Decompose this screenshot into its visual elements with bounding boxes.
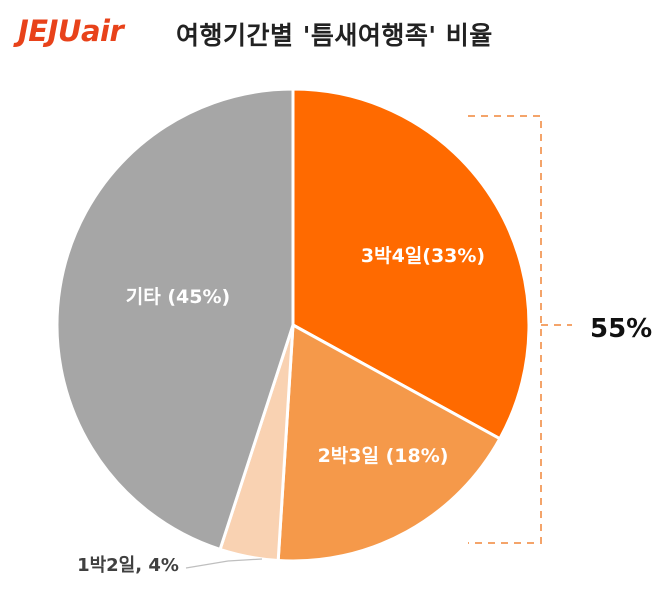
leader-line-1n2d <box>185 558 263 569</box>
logo-air: air <box>80 14 124 48</box>
header: JEJUair 여행기간별 '틈새여행족' 비율 <box>0 0 660 70</box>
pie-slice-2n3d <box>276 323 502 563</box>
slice-label-1n2d: 1박2일, 4% <box>77 555 179 576</box>
slice-label-other: 기타 (45%) <box>126 286 230 308</box>
slice-label-3n4d: 3박4일(33%) <box>361 245 485 267</box>
slice-label-2n3d: 2박3일 (18%) <box>318 445 449 467</box>
annotation-55-percent: 55% <box>590 314 652 344</box>
pie-slice-3n4d <box>291 87 531 441</box>
bracket <box>468 115 542 544</box>
logo-jeju: JEJU <box>18 14 81 48</box>
chart-title: 여행기간별 '틈새여행족' 비율 <box>176 21 493 50</box>
pie-slice-other <box>55 87 295 551</box>
jejuair-logo: JEJUair <box>18 14 124 48</box>
